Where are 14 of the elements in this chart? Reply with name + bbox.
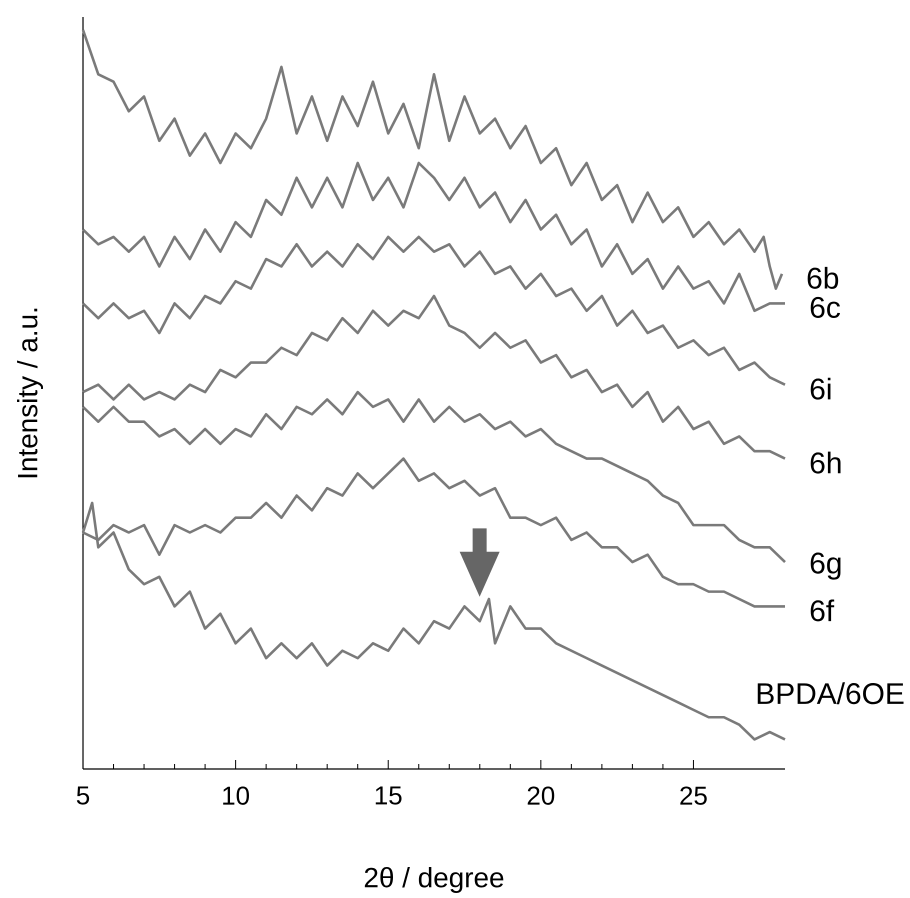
x-tick-label: 10 <box>223 786 250 805</box>
series-label: 6i <box>810 378 830 400</box>
series-label: 6f <box>810 599 834 622</box>
x-axis-title: 2θ / degree <box>364 866 504 893</box>
x-tick-label: 20 <box>528 786 554 805</box>
x-tick-label: 25 <box>680 786 707 805</box>
y-axis-title: Intensity / a.u. <box>17 308 43 478</box>
x-tick-label: 15 <box>376 786 402 805</box>
series-label: 6c <box>810 296 840 318</box>
series-label: BPDA/6OE <box>758 682 904 704</box>
series-label: 6g <box>810 552 841 580</box>
x-tick-label: 5 <box>76 786 90 805</box>
series-label: 6b <box>808 266 838 289</box>
series-label: 6h <box>810 452 841 474</box>
